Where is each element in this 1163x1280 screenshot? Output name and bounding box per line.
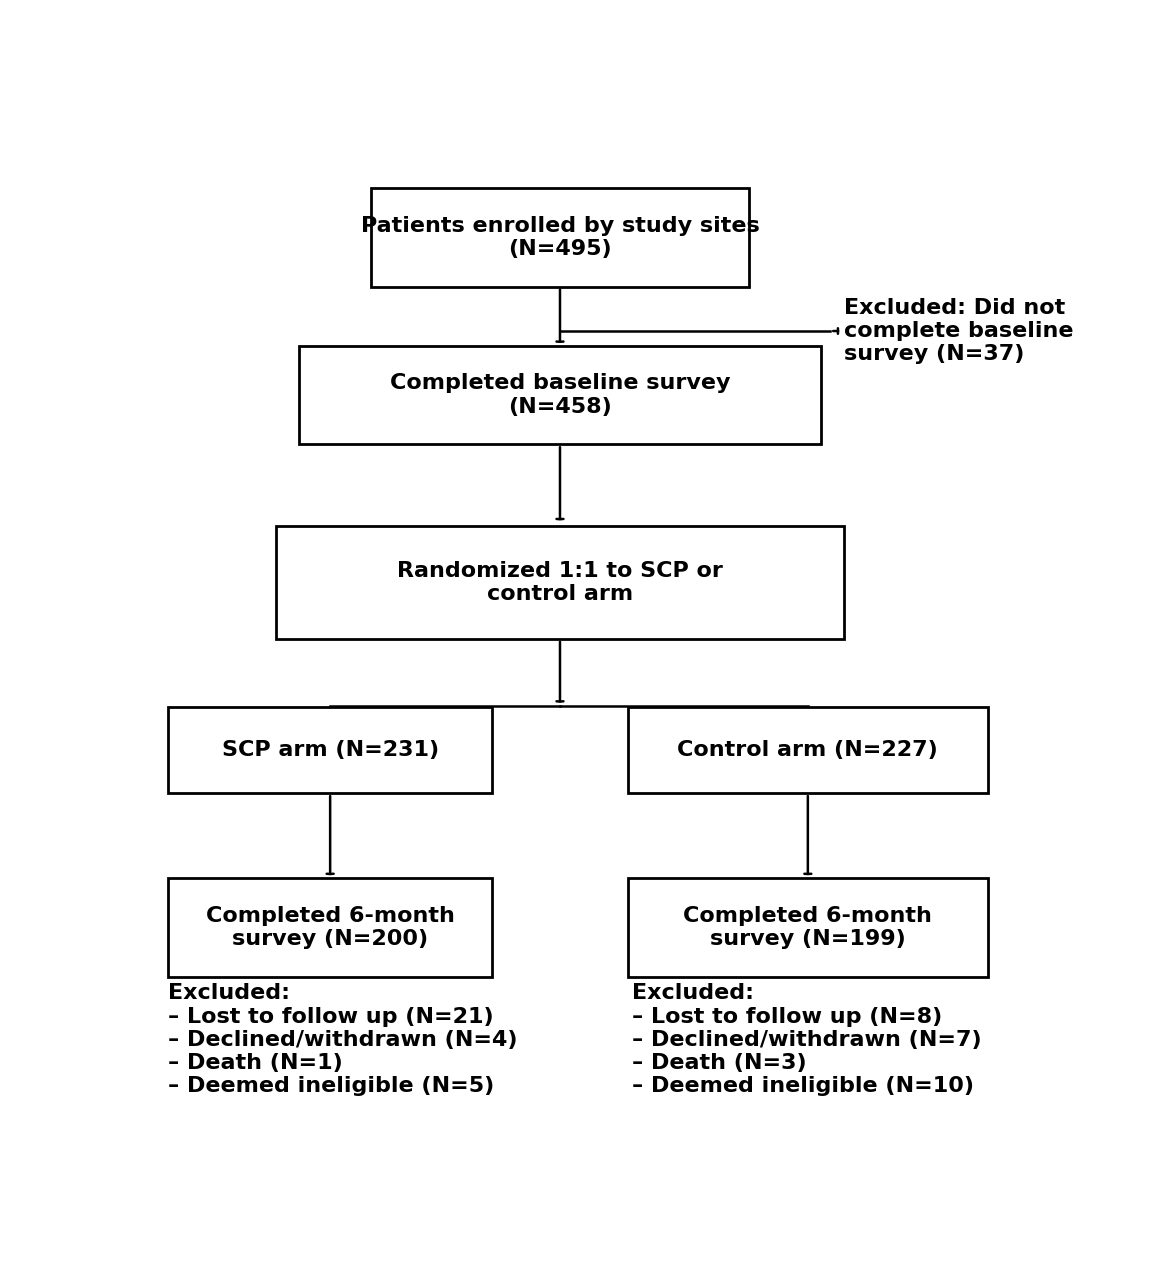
Text: Randomized 1:1 to SCP or
control arm: Randomized 1:1 to SCP or control arm bbox=[397, 561, 723, 604]
Text: Excluded:
– Lost to follow up (N=21)
– Declined/withdrawn (N=4)
– Death (N=1)
– : Excluded: – Lost to follow up (N=21) – D… bbox=[167, 983, 518, 1096]
Text: SCP arm (N=231): SCP arm (N=231) bbox=[222, 740, 438, 760]
Text: Patients enrolled by study sites
(N=495): Patients enrolled by study sites (N=495) bbox=[361, 216, 759, 259]
Text: Completed baseline survey
(N=458): Completed baseline survey (N=458) bbox=[390, 374, 730, 417]
FancyBboxPatch shape bbox=[276, 526, 844, 639]
Text: Excluded: Did not
complete baseline
survey (N=37): Excluded: Did not complete baseline surv… bbox=[844, 298, 1073, 365]
Text: Completed 6-month
survey (N=200): Completed 6-month survey (N=200) bbox=[206, 906, 455, 948]
FancyBboxPatch shape bbox=[167, 707, 492, 794]
FancyBboxPatch shape bbox=[628, 878, 989, 977]
FancyBboxPatch shape bbox=[628, 707, 989, 794]
Text: Control arm (N=227): Control arm (N=227) bbox=[678, 740, 939, 760]
FancyBboxPatch shape bbox=[371, 188, 749, 287]
FancyBboxPatch shape bbox=[299, 346, 821, 444]
Text: Completed 6-month
survey (N=199): Completed 6-month survey (N=199) bbox=[684, 906, 933, 948]
Text: Excluded:
– Lost to follow up (N=8)
– Declined/withdrawn (N=7)
– Death (N=3)
– D: Excluded: – Lost to follow up (N=8) – De… bbox=[633, 983, 982, 1096]
FancyBboxPatch shape bbox=[167, 878, 492, 977]
